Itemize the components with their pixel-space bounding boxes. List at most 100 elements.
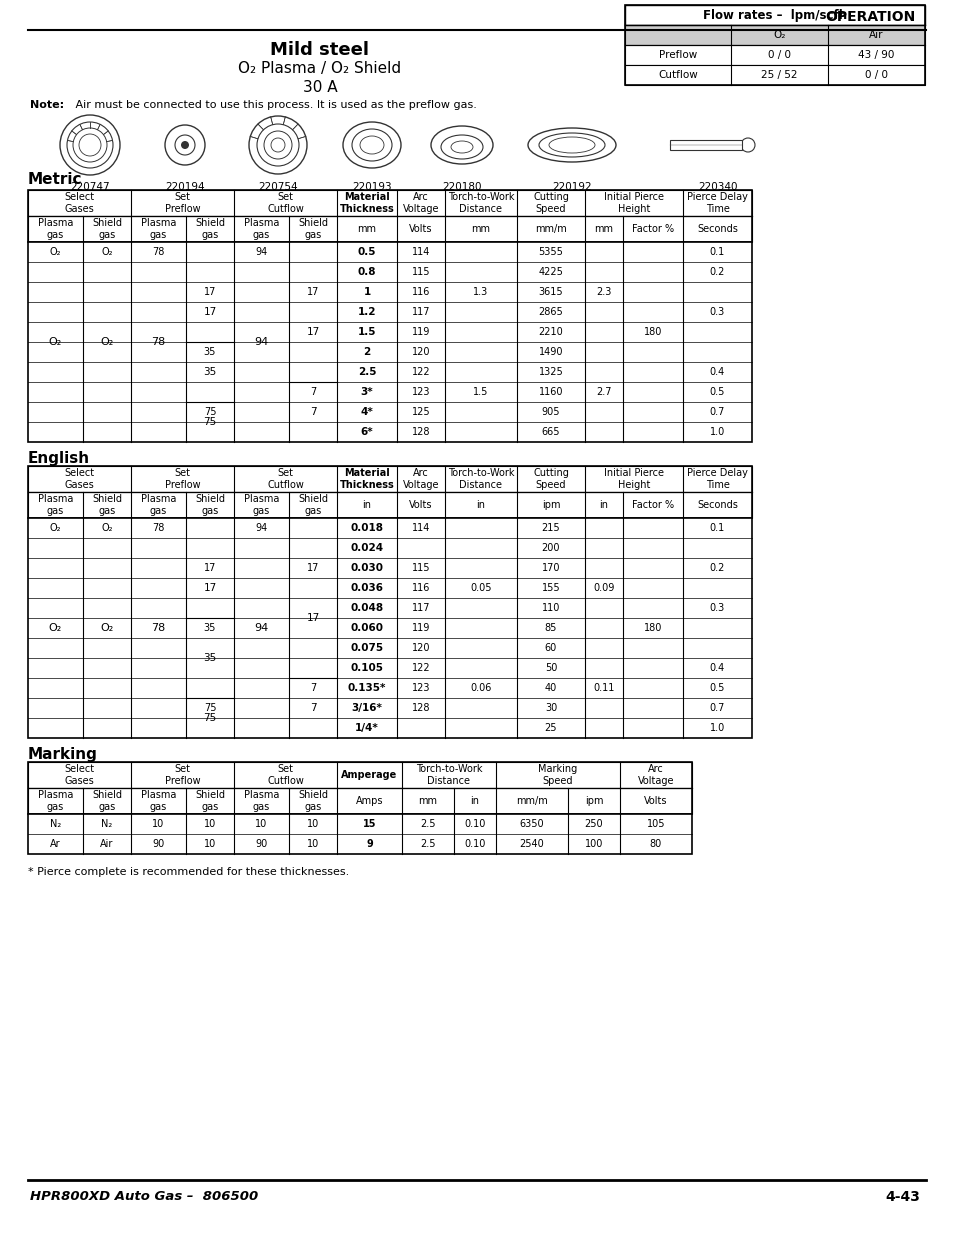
Text: 25 / 52: 25 / 52 <box>760 70 797 80</box>
Text: 115: 115 <box>412 563 430 573</box>
Text: Factor %: Factor % <box>631 224 674 233</box>
Text: 220747: 220747 <box>71 182 110 191</box>
Bar <box>28 788 691 814</box>
Text: HPR800XD Auto Gas –  806500: HPR800XD Auto Gas – 806500 <box>30 1191 258 1203</box>
Bar <box>28 762 691 814</box>
Text: Metric: Metric <box>28 173 82 188</box>
Text: Pierce Delay
Time: Pierce Delay Time <box>686 468 747 490</box>
Text: 5355: 5355 <box>538 247 563 257</box>
Bar <box>28 242 751 442</box>
Text: 0.135*: 0.135* <box>348 683 386 693</box>
Text: 78: 78 <box>152 247 165 257</box>
Text: Ar: Ar <box>51 839 61 848</box>
Text: Select
Gases: Select Gases <box>65 468 94 490</box>
Text: 122: 122 <box>412 367 430 377</box>
Text: 120: 120 <box>412 347 430 357</box>
Text: 0.075: 0.075 <box>350 643 383 653</box>
Text: Select
Gases: Select Gases <box>65 193 94 214</box>
Text: Cutting
Speed: Cutting Speed <box>533 468 568 490</box>
Text: Shield
gas: Shield gas <box>194 219 225 240</box>
Text: 155: 155 <box>541 583 559 593</box>
Text: O₂: O₂ <box>49 622 62 634</box>
Text: Initial Pierce
Height: Initial Pierce Height <box>603 468 663 490</box>
Bar <box>28 492 751 517</box>
Text: 117: 117 <box>412 603 430 613</box>
Text: 0.048: 0.048 <box>350 603 383 613</box>
Text: Plasma
gas: Plasma gas <box>38 790 73 811</box>
Text: Set
Preflow: Set Preflow <box>165 764 200 785</box>
Text: Plasma
gas: Plasma gas <box>38 494 73 516</box>
Text: 116: 116 <box>412 287 430 296</box>
Text: Factor %: Factor % <box>631 500 674 510</box>
Text: Torch-to-Work
Distance: Torch-to-Work Distance <box>416 764 482 785</box>
Text: Amperage: Amperage <box>341 769 397 781</box>
Text: in: in <box>598 500 608 510</box>
Text: 4*: 4* <box>360 408 373 417</box>
Text: 180: 180 <box>643 622 661 634</box>
Text: 1.5: 1.5 <box>357 327 375 337</box>
Text: 0.4: 0.4 <box>709 663 724 673</box>
Text: Material
Thickness: Material Thickness <box>339 468 394 490</box>
Text: 100: 100 <box>584 839 602 848</box>
Text: 117: 117 <box>412 308 430 317</box>
Text: 123: 123 <box>412 683 430 693</box>
Text: 78: 78 <box>152 337 166 347</box>
Text: Set
Cutflow: Set Cutflow <box>267 468 304 490</box>
Bar <box>624 5 924 25</box>
Text: * Pierce complete is recommended for these thicknesses.: * Pierce complete is recommended for the… <box>28 867 349 877</box>
Text: 119: 119 <box>412 622 430 634</box>
Text: 30: 30 <box>544 703 557 713</box>
Text: Set
Cutflow: Set Cutflow <box>267 193 304 214</box>
Text: 17: 17 <box>307 563 319 573</box>
Text: Mild steel: Mild steel <box>271 41 369 59</box>
Text: 1.0: 1.0 <box>709 427 724 437</box>
Text: 0.10: 0.10 <box>464 819 485 829</box>
Text: 2.5: 2.5 <box>420 839 436 848</box>
Text: 94: 94 <box>254 622 269 634</box>
Text: 6350: 6350 <box>519 819 544 829</box>
Bar <box>28 466 751 492</box>
Text: 2210: 2210 <box>538 327 563 337</box>
Text: mm/m: mm/m <box>516 797 547 806</box>
Text: 2.3: 2.3 <box>596 287 611 296</box>
Text: ipm: ipm <box>584 797 602 806</box>
Text: Arc
Voltage: Arc Voltage <box>402 468 438 490</box>
Text: Seconds: Seconds <box>697 500 738 510</box>
Text: Volts: Volts <box>643 797 667 806</box>
Text: 4-43: 4-43 <box>884 1191 919 1204</box>
Text: 35: 35 <box>203 653 216 663</box>
Text: Air: Air <box>868 30 882 40</box>
Text: 1.5: 1.5 <box>473 387 488 396</box>
Text: Plasma
gas: Plasma gas <box>244 219 279 240</box>
Text: 3615: 3615 <box>538 287 562 296</box>
Text: 3/16*: 3/16* <box>352 703 382 713</box>
Text: 0.2: 0.2 <box>709 563 724 573</box>
Text: 15: 15 <box>362 819 375 829</box>
Text: 665: 665 <box>541 427 559 437</box>
Text: O₂: O₂ <box>773 30 785 40</box>
Text: 0.3: 0.3 <box>709 308 724 317</box>
Text: 94: 94 <box>254 337 269 347</box>
Text: 3*: 3* <box>360 387 373 396</box>
Text: 2.5: 2.5 <box>357 367 375 377</box>
Bar <box>624 65 924 85</box>
Text: 220193: 220193 <box>352 182 392 191</box>
Text: 0.1: 0.1 <box>709 247 724 257</box>
Text: 10: 10 <box>204 819 216 829</box>
Text: Cutting
Speed: Cutting Speed <box>533 193 568 214</box>
Text: 1/4*: 1/4* <box>355 722 378 734</box>
Text: 128: 128 <box>412 703 430 713</box>
Text: 60: 60 <box>544 643 557 653</box>
Text: 0.06: 0.06 <box>470 683 491 693</box>
Text: Shield
gas: Shield gas <box>194 494 225 516</box>
Text: Torch-to-Work
Distance: Torch-to-Work Distance <box>447 468 514 490</box>
Text: O₂: O₂ <box>50 247 61 257</box>
Text: 78: 78 <box>152 622 166 634</box>
Text: Shield
gas: Shield gas <box>194 790 225 811</box>
Text: 2865: 2865 <box>538 308 563 317</box>
Text: 85: 85 <box>544 622 557 634</box>
Text: 1.2: 1.2 <box>357 308 375 317</box>
Text: 43 / 90: 43 / 90 <box>858 49 894 61</box>
Text: Arc
Voltage: Arc Voltage <box>638 764 674 785</box>
Text: 122: 122 <box>412 663 430 673</box>
